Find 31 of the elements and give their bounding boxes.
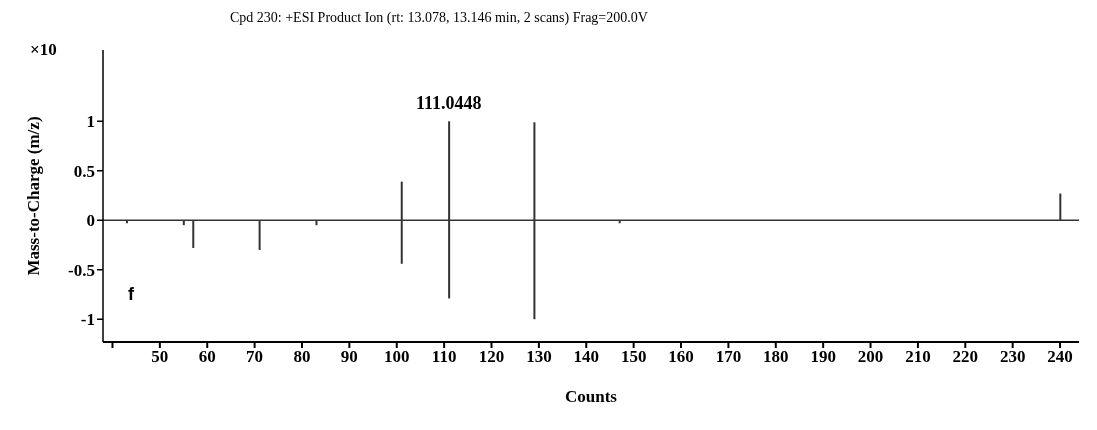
x-tick-label: 160 — [668, 347, 694, 367]
y-tick-label: -0.5 — [68, 260, 95, 280]
multiplier-label: ×10 — [30, 40, 57, 60]
x-tick-label: 140 — [573, 347, 600, 367]
x-tick-label: 240 — [1047, 347, 1073, 367]
x-axis-title: Counts — [565, 387, 618, 406]
x-tick-label: 80 — [293, 347, 311, 367]
x-tick-label: 170 — [715, 347, 742, 367]
x-tick-label: 120 — [478, 347, 505, 367]
x-tick-label: 50 — [151, 347, 169, 367]
x-tick-label: 200 — [857, 347, 884, 367]
y-tick-label: 0.5 — [73, 161, 95, 181]
x-tick-label: 180 — [763, 347, 789, 367]
y-tick-label: -1 — [80, 310, 95, 330]
x-tick-label: 130 — [526, 347, 552, 367]
x-tick-label: 220 — [952, 347, 979, 367]
y-tick-label: 1 — [86, 112, 95, 132]
annotation: 111.0448 — [416, 93, 482, 114]
x-tick-label: 90 — [340, 347, 358, 367]
x-tick-label: 70 — [246, 347, 264, 367]
chart-title: Cpd 230: +ESI Product Ion (rt: 13.078, 13.146 min, 2 scans) Frag=200.0V — [230, 10, 648, 26]
x-tick-label: 100 — [384, 347, 410, 367]
x-tick-label: 190 — [810, 347, 836, 367]
y-tick-label: 0 — [86, 211, 95, 231]
x-tick-label: 150 — [620, 347, 647, 367]
x-tick-label: 110 — [431, 347, 457, 367]
y-axis-title: Mass-to-Charge (m/z) — [24, 116, 44, 276]
x-tick-label: 230 — [999, 347, 1026, 367]
x-tick-label: 210 — [905, 347, 931, 367]
panel-letter: f — [128, 284, 134, 305]
x-tick-label: 60 — [198, 347, 216, 367]
